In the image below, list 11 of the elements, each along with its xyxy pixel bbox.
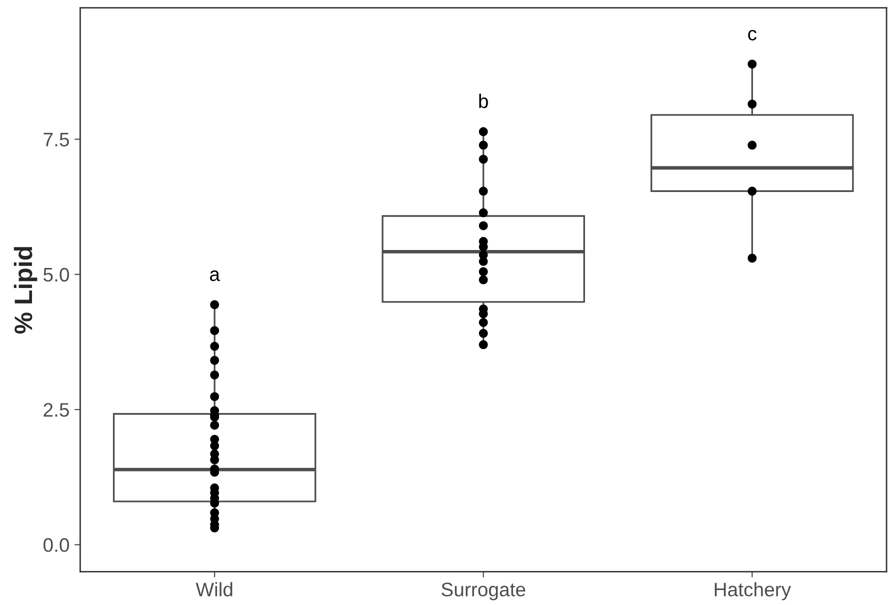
y-axis-title: % Lipid	[14, 247, 38, 334]
annotation: c	[748, 30, 756, 41]
y-tick-label: 7.5	[44, 132, 69, 146]
x-tick-label: Wild	[196, 582, 232, 596]
x-tick-label: Hatchery	[714, 582, 792, 600]
x-tick-label: Surrogate	[442, 582, 526, 600]
annotation: b	[479, 94, 488, 108]
y-tick-label: 0.0	[44, 538, 70, 552]
y-tick-label: 2.5	[44, 403, 69, 417]
y-tick-label: 5.0	[44, 268, 70, 282]
annotation: a	[210, 270, 220, 282]
